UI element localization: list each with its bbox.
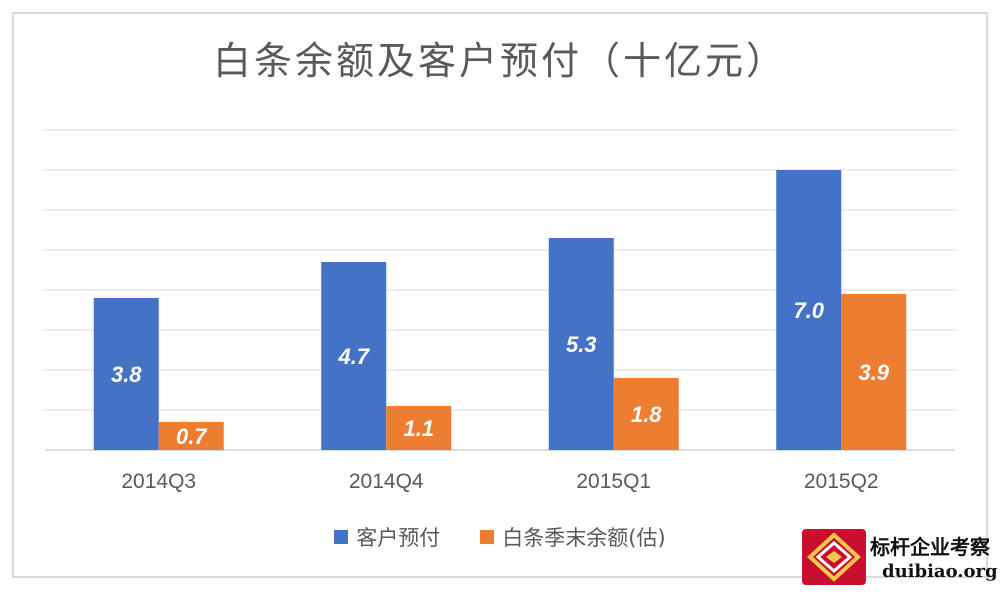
bar-baitiao-2014Q4 — [386, 406, 452, 450]
bar-baitiao-2015Q2 — [841, 294, 907, 450]
chart-title: 白条余额及客户预付（十亿元） — [212, 39, 787, 83]
data-label-baitiao-2015Q2: 3.9 — [858, 360, 889, 385]
bar-labels: 3.8 0.7 4.7 1.1 5.3 1.8 7.0 3.9 — [111, 298, 890, 449]
bar-baitiao-2015Q1 — [613, 378, 679, 450]
legend-swatch-series-1 — [334, 530, 349, 544]
legend-item-series-2: 白条季末余额(估) — [480, 522, 666, 552]
data-label-baitiao-2014Q3: 0.7 — [176, 424, 208, 449]
watermark-logo: 标杆企业考察 duibiao.org — [802, 527, 998, 589]
x-tick-label: 2014Q4 — [349, 470, 424, 493]
x-tick-label: 2015Q2 — [804, 470, 879, 493]
data-label-baitiao-2014Q4: 1.1 — [403, 416, 434, 441]
data-label-prepaid-2014Q3: 3.8 — [111, 362, 142, 387]
legend-swatch-series-2 — [480, 530, 495, 544]
bar-prepaid-2015Q2 — [776, 170, 842, 450]
bar-baitiao-2014Q3 — [158, 422, 224, 450]
data-label-prepaid-2015Q1: 5.3 — [566, 332, 597, 357]
legend-label-series-2: 白条季末余额(估) — [502, 526, 666, 550]
bar-prepaid-2014Q4 — [321, 262, 387, 450]
x-tick-labels: 2014Q3 2014Q4 2015Q1 2015Q2 — [121, 470, 878, 493]
watermark-url: duibiao.org — [882, 561, 998, 582]
bar-prepaid-2015Q1 — [548, 238, 614, 450]
x-tick-label: 2015Q1 — [576, 470, 651, 493]
bars — [93, 170, 907, 450]
data-label-baitiao-2015Q1: 1.8 — [631, 402, 662, 427]
legend: 客户预付 白条季末余额(估) — [0, 522, 1000, 552]
watermark-name: 标杆企业考察 — [870, 535, 990, 559]
data-label-prepaid-2015Q2: 7.0 — [793, 298, 824, 323]
legend-item-series-1: 客户预付 — [334, 522, 440, 552]
x-tick-label: 2014Q3 — [121, 470, 196, 493]
data-label-prepaid-2014Q4: 4.7 — [337, 344, 370, 369]
bar-prepaid-2014Q3 — [93, 298, 159, 450]
legend-label-series-1: 客户预付 — [356, 526, 441, 550]
logo-mark-icon — [802, 529, 866, 585]
